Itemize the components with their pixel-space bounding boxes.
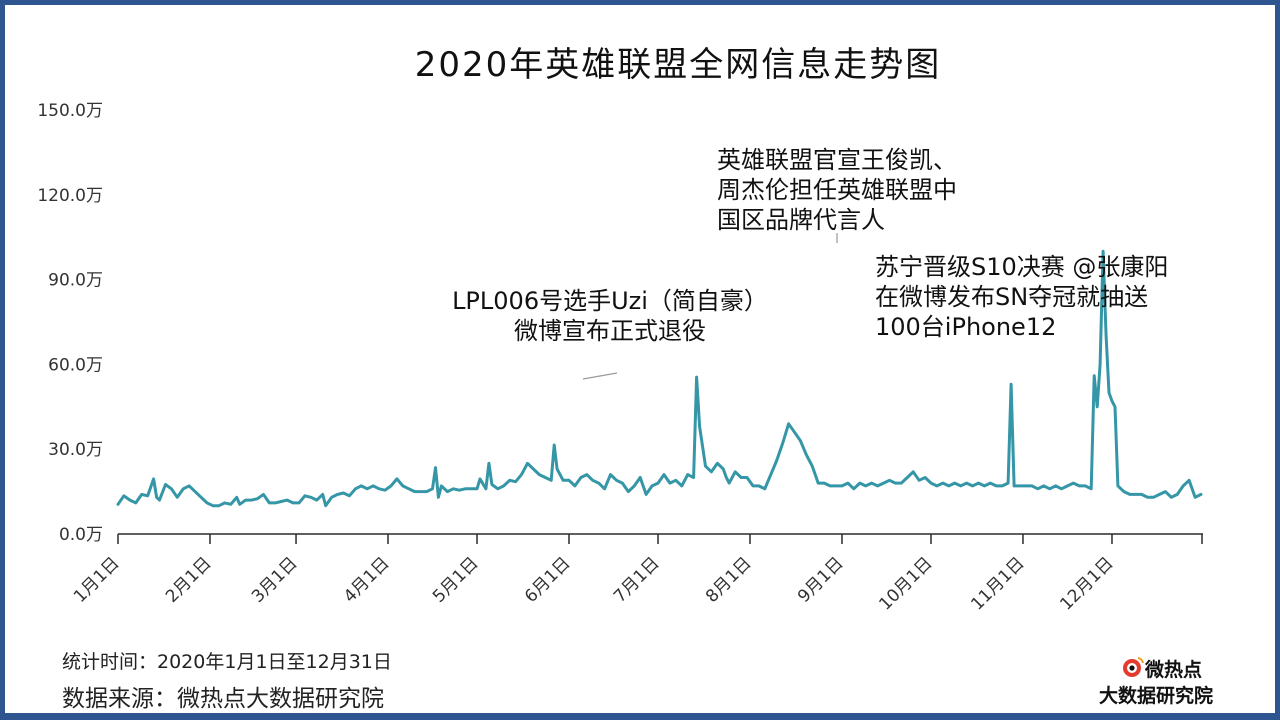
data-source-note: 数据来源：微热点大数据研究院 <box>62 686 384 712</box>
y-tick-label: 150.0万 <box>37 101 103 121</box>
y-tick-label: 90.0万 <box>48 271 103 291</box>
x-tick-label: 9月1日 <box>794 553 847 606</box>
y-tick-label: 0.0万 <box>59 525 103 545</box>
y-tick-label: 30.0万 <box>48 440 103 460</box>
annotation-text: 在微博发布SN夺冠就抽送 <box>875 283 1148 311</box>
x-tick-label: 12月1日 <box>1056 553 1117 614</box>
x-tick-label: 7月1日 <box>610 553 663 606</box>
y-tick-label: 120.0万 <box>37 186 103 206</box>
series-line <box>116 249 1203 508</box>
x-tick-label: 10月1日 <box>875 553 936 614</box>
x-tick-label: 6月1日 <box>521 553 574 606</box>
x-tick-label: 1月1日 <box>70 553 123 606</box>
line-chart: 0.0万 30.0万 60.0万 90.0万 120.0万 150.0万 1月1日 2月1日 3… <box>37 101 1203 615</box>
annotation-text: 苏宁晋级S10决赛 @张康阳 <box>875 253 1168 281</box>
x-tick-label: 11月1日 <box>967 553 1028 614</box>
annotation-text: 微博宣布正式退役 <box>514 317 706 345</box>
weibo-eye-icon <box>1123 657 1144 677</box>
stat-period-note: 统计时间：2020年1月1日至12月31日 <box>62 651 392 673</box>
y-tick-label: 60.0万 <box>48 355 103 375</box>
annotation-leader <box>582 372 618 380</box>
annotation-text: 国区品牌代言人 <box>717 206 885 234</box>
logo-line-1: 微热点 <box>1145 659 1203 681</box>
x-tick-label: 5月1日 <box>429 553 482 606</box>
chart-frame: 2020年英雄联盟全网信息走势图 0.0万 30.0万 60.0万 90.0万 120.… <box>5 5 1275 713</box>
logo-line-2: 大数据研究院 <box>1099 685 1214 707</box>
annotation-text: 100台iPhone12 <box>875 313 1056 341</box>
x-tick-label: 3月1日 <box>248 553 301 606</box>
annotation-text: 英雄联盟官宣王俊凯、 <box>717 146 957 174</box>
annotation-text: 周杰伦担任英雄联盟中 <box>717 176 957 204</box>
annotation-text: LPL006号选手Uzi（简自豪） <box>452 287 768 315</box>
x-tick-label: 4月1日 <box>340 553 393 606</box>
x-tick-label: 8月1日 <box>702 553 755 606</box>
weiredian-logo: 微热点 大数据研究院 <box>1099 651 1249 707</box>
x-tick-label: 2月1日 <box>162 553 215 606</box>
chart-title: 2020年英雄联盟全网信息走势图 <box>414 45 942 85</box>
